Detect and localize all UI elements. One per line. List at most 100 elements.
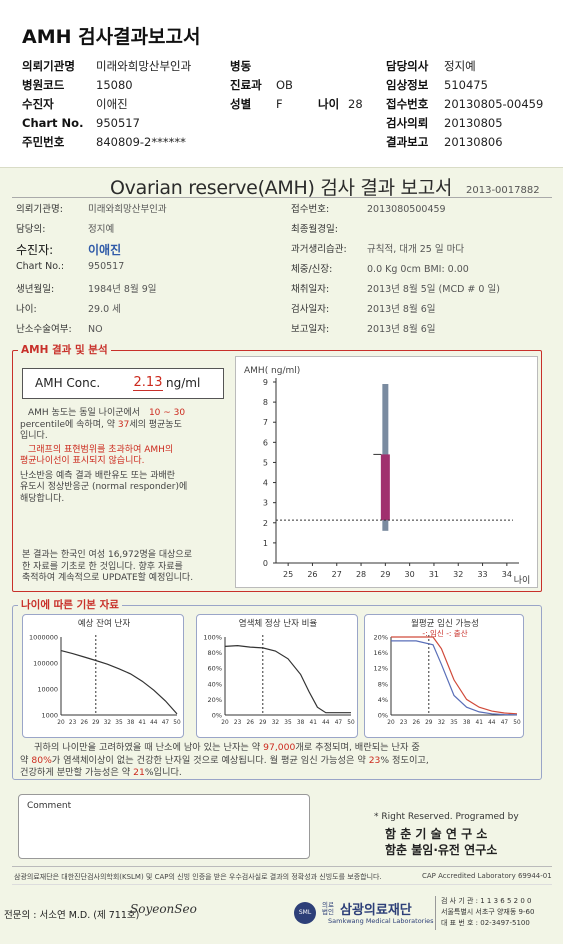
field-row: 난소수술여부: NO xyxy=(16,321,167,341)
comment-box: Comment xyxy=(18,794,310,859)
footer-cap: CAP Accredited Laboratory 69944-01 xyxy=(422,872,552,880)
y-tick-label: 12% xyxy=(374,665,388,673)
field-value: 950517 xyxy=(88,261,125,272)
meta-row: 병원코드 15080 xyxy=(22,76,191,95)
x-tick-label: 26 xyxy=(81,720,89,726)
series-line xyxy=(60,650,178,715)
summary-line: 귀하의 나이만을 고려하였을 때 난소에 남아 있는 난자는 약 97,000개… xyxy=(20,742,542,755)
org-logo-icon: SML xyxy=(294,902,316,924)
meta-value: 840809-2****** xyxy=(96,135,186,149)
x-tick-label: 38 xyxy=(463,720,471,726)
x-tick-label: 30 xyxy=(405,570,415,579)
meta-label: 임상정보 xyxy=(386,78,429,92)
interp-line: 그래프의 표현범위를 초과하여 AMH의 xyxy=(20,445,232,457)
interp-line: 입니다. xyxy=(20,431,232,443)
interp-text: 입니다. xyxy=(20,431,48,441)
x-tick-label: 23 xyxy=(234,720,242,726)
y-tick-label: 60% xyxy=(208,665,222,673)
footer-rule xyxy=(12,866,552,867)
series-line xyxy=(391,640,518,716)
basic-section-label: 나이에 따른 기본 자료 xyxy=(18,597,122,612)
iqr-bar xyxy=(380,454,390,521)
footer-divider xyxy=(435,896,436,930)
meta-value: F xyxy=(276,97,283,111)
y-tick-label: 0% xyxy=(212,712,222,720)
field-label: 채취일자: xyxy=(291,284,330,295)
field-row: 수진자: 이애진 xyxy=(16,241,167,261)
field-row: 의뢰기관명: 미래와희망산부인과 xyxy=(16,201,167,221)
comment-label: Comment xyxy=(27,801,72,811)
field-value: 2013년 8월 6일 xyxy=(367,324,436,335)
footer-cert: 삼광의료재단은 대한진단검사의학회(KSLM) 및 CAP의 신빙 인증을 받은… xyxy=(14,873,382,881)
field-row: Chart No.: 950517 xyxy=(16,261,167,281)
y-tick-label: 4 xyxy=(263,479,268,488)
x-tick-label: 35 xyxy=(450,720,458,726)
summary-eggs: 97,000 xyxy=(263,742,296,753)
summary-normal-ratio: 80% xyxy=(31,754,52,766)
interp-text: 해당합니다. xyxy=(20,493,65,504)
x-tick-label: 28 xyxy=(356,570,366,579)
field-value: NO xyxy=(88,324,103,335)
field-value: 29.0 세 xyxy=(88,304,121,315)
meta-row: Chart No. 950517 xyxy=(22,114,191,133)
meta-value: 950517 xyxy=(96,116,140,130)
x-tick-label: 32 xyxy=(453,570,463,579)
report-left-fields: 의뢰기관명: 미래와희망산부인과 담당의: 정지예 수진자: 이애진 Chart No… xyxy=(16,201,167,341)
percentile-range: 10 ~ 30 xyxy=(148,408,186,418)
meta-label: Chart No. xyxy=(22,116,84,130)
field-label: 생년월일: xyxy=(16,284,55,295)
meta-value: 정지예 xyxy=(444,59,476,73)
y-tick-label: 8% xyxy=(378,680,388,688)
interp-text: 세의 평균농도 xyxy=(129,419,182,430)
amh-chart-panel: AMH( ng/ml) 0 1 2 3 4 5 6 7 8 9 25 26 27 28 29 30 31 32 33 3… xyxy=(235,356,538,588)
field-value: 미래와희망산부인과 xyxy=(88,204,167,215)
meta-row: 의뢰기관명 미래와희망산부인과 xyxy=(22,57,191,76)
small-chart-legend: -: 임신 -: 출산 xyxy=(422,628,467,638)
meta-value: 미래와희망산부인과 xyxy=(96,59,192,73)
summary-birth: 21 xyxy=(133,767,145,778)
field-label: 나이: xyxy=(16,304,37,315)
field-row: 최종월경일: xyxy=(291,221,500,241)
footer-doctor: 전문의 : 서소연 M.D. (제 711호) xyxy=(4,910,140,921)
field-label: 과거생리습관: xyxy=(291,244,347,255)
amh-conc-value: 2.13 xyxy=(133,375,163,391)
x-tick-label: 29 xyxy=(259,720,267,726)
x-tick-label: 50 xyxy=(347,720,355,726)
x-tick-label: 32 xyxy=(104,720,112,726)
x-tick-label: 20 xyxy=(57,720,65,726)
patient-name: 이애진 xyxy=(88,243,122,257)
x-tick-label: 44 xyxy=(150,720,158,726)
x-tick-label: 41 xyxy=(139,720,147,726)
y-tick-label: 5 xyxy=(263,458,268,467)
field-row: 생년월일: 1984년 8월 9일 xyxy=(16,281,167,301)
x-tick-label: 38 xyxy=(297,720,305,726)
summary-text: 귀하의 나이만을 고려하였을 때 난소에 남아 있는 난자는 약 xyxy=(34,742,261,753)
meta-row: 병동 xyxy=(230,57,363,76)
meta-value: 20130805 xyxy=(444,116,503,130)
remaining-eggs-panel: 예상 잔여 난자 1000000 100000 10000 1000 20 23 26 29 32… xyxy=(22,614,184,738)
y-tick-label: 100000 xyxy=(33,660,58,668)
meta-label: 성별 xyxy=(230,97,252,111)
y-tick-label: 40% xyxy=(208,680,222,688)
summary-text: 가 염색체이상이 없는 건강한 난자일 것으로 예상됩니다. 월 평균 임신 가… xyxy=(51,754,366,766)
meta-label: 접수번호 xyxy=(386,97,429,111)
y-tick-label: 20% xyxy=(208,696,222,704)
x-tick-label: 41 xyxy=(310,720,318,726)
meta-row: 진료과 OB xyxy=(230,76,363,95)
field-label: 검사일자: xyxy=(291,304,330,315)
meta-label: 의뢰기관명 xyxy=(22,59,75,73)
field-row: 담당의: 정지예 xyxy=(16,221,167,241)
basic-section xyxy=(12,605,542,780)
x-tick-label: 50 xyxy=(513,720,521,726)
y-tick-label: 80% xyxy=(208,649,222,657)
summary-text: %입니다. xyxy=(144,767,182,778)
y-tick-label: 2 xyxy=(263,519,268,528)
x-tick-label: 33 xyxy=(477,570,487,579)
interp-text: 난소반응 예측 결과 배란유도 또는 과배란 xyxy=(20,470,176,481)
field-label: 수진자: xyxy=(16,243,54,257)
field-row: 체중/신장: 0.0 Kg 0cm BMI: 0.00 xyxy=(291,261,500,281)
field-label: 최종월경일: xyxy=(291,224,338,235)
interp-warning: 그래프의 표현범위를 초과하여 AMH의 xyxy=(28,444,174,455)
x-tick-label: 50 xyxy=(173,720,181,726)
